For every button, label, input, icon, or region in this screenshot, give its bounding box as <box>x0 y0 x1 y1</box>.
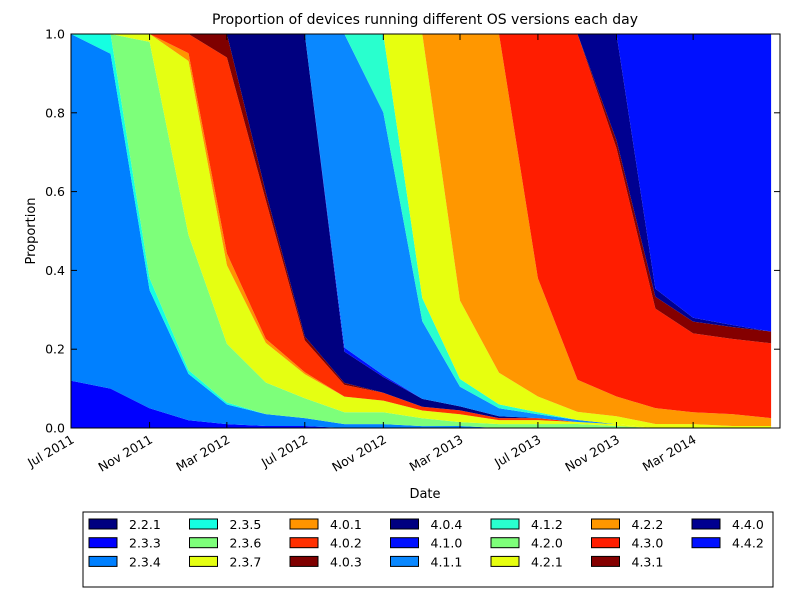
y-tick-label: 0.2 <box>45 342 65 357</box>
area-series-4-1-1 <box>71 34 772 428</box>
legend-label: 4.2.1 <box>531 554 563 569</box>
legend-swatch <box>88 555 118 567</box>
legend-label: 2.3.7 <box>230 554 262 569</box>
legend-item: 4.4.0 <box>691 517 764 532</box>
area-series-2-3-4 <box>71 34 772 428</box>
legend-label: 4.3.1 <box>632 554 664 569</box>
plot-frame <box>70 33 781 429</box>
legend-label: 4.1.0 <box>431 536 463 551</box>
legend-item: 4.0.4 <box>390 517 463 532</box>
legend-swatch <box>390 555 419 567</box>
legend-swatch <box>490 555 520 567</box>
x-tick-label: Jul 2011 <box>24 432 76 471</box>
legend-item: 4.0.1 <box>289 517 362 532</box>
legend-label: 2.3.3 <box>129 536 161 551</box>
legend-swatch <box>691 537 721 549</box>
legend-swatch <box>390 537 419 549</box>
y-axis-ticks: 0.0 0.2 0.4 0.6 0.8 1.0 <box>45 27 780 436</box>
legend-label: 4.0.4 <box>431 517 463 532</box>
legend-label: 4.0.3 <box>330 554 362 569</box>
legend-swatch <box>88 537 118 549</box>
legend-swatch <box>289 518 319 530</box>
legend-item: 2.3.4 <box>88 554 161 569</box>
legend-swatch <box>189 537 218 549</box>
legend-swatch <box>490 518 520 530</box>
legend-label: 4.4.2 <box>732 536 764 551</box>
legend-item: 2.3.7 <box>189 554 262 569</box>
legend-swatch <box>591 555 620 567</box>
area-series-4-4-2 <box>71 34 772 332</box>
area-series-2-3-3 <box>71 380 772 428</box>
legend-swatch <box>289 555 319 567</box>
legend-label: 4.2.0 <box>531 536 563 551</box>
x-tick-label: Mar 2014 <box>640 432 699 475</box>
legend-swatch <box>390 518 419 530</box>
legend-swatch <box>189 518 218 530</box>
area-series-4-3-0 <box>71 34 772 419</box>
legend-swatch <box>490 537 520 549</box>
x-axis-label: Date <box>409 487 440 502</box>
x-tick-label: Mar 2013 <box>407 432 466 475</box>
y-tick-label: 0.6 <box>45 184 65 199</box>
legend-item: 2.3.5 <box>189 517 262 532</box>
x-tick-label: Nov 2011 <box>95 432 155 475</box>
legend-swatch <box>691 518 721 530</box>
area-series-2-3-6 <box>71 34 772 428</box>
legend-item: 4.1.2 <box>490 517 563 532</box>
legend-item: 4.4.2 <box>691 536 764 551</box>
y-tick-label: 0.0 <box>45 421 65 436</box>
area-series-2-3-7 <box>71 34 772 428</box>
legend-label: 2.3.6 <box>230 536 262 551</box>
legend-swatch <box>88 518 118 530</box>
legend-item: 4.0.3 <box>289 554 362 569</box>
legend-label: 4.0.1 <box>330 517 362 532</box>
legend-label: 4.4.0 <box>732 517 764 532</box>
legend-box <box>82 511 774 588</box>
area-series-4-2-1 <box>71 34 772 428</box>
legend-label: 2.3.5 <box>230 517 262 532</box>
legend-item: 2.3.6 <box>189 536 262 551</box>
x-tick-label: Nov 2012 <box>329 432 389 475</box>
area-series-4-0-2 <box>71 34 772 428</box>
x-tick-label: Mar 2012 <box>173 432 232 475</box>
legend-item: 4.1.1 <box>390 554 463 569</box>
y-tick-label: 0.8 <box>45 105 65 120</box>
legend-item: 4.3.1 <box>591 554 664 569</box>
y-axis-label: Proportion <box>24 197 39 264</box>
legend-swatch <box>189 555 218 567</box>
legend-item: 4.3.0 <box>591 536 664 551</box>
legend-label: 4.1.1 <box>431 554 463 569</box>
y-tick-label: 1.0 <box>45 27 65 42</box>
legend-item: 4.2.1 <box>490 554 563 569</box>
legend-swatch <box>289 537 319 549</box>
legend-item: 4.2.2 <box>591 517 664 532</box>
x-tick-label: Jul 2013 <box>491 432 543 471</box>
legend: 2.2.1 2.3.3 2.3.4 2.3.5 2.3.6 2.3.7 4.0.1 4.0.2… <box>82 511 774 588</box>
legend-label: 4.2.2 <box>632 517 664 532</box>
legend-item: 4.2.0 <box>490 536 563 551</box>
legend-label: 2.3.4 <box>129 554 161 569</box>
legend-swatch <box>591 518 620 530</box>
x-tick-label: Jul 2012 <box>258 432 310 471</box>
legend-label: 4.0.2 <box>330 536 362 551</box>
legend-label: 4.3.0 <box>632 536 664 551</box>
y-tick-label: 0.4 <box>45 263 65 278</box>
legend-item: 4.0.2 <box>289 536 362 551</box>
legend-swatch <box>591 537 620 549</box>
legend-label: 2.2.1 <box>129 517 161 532</box>
area-series-4-4-0 <box>71 34 772 332</box>
plot-area <box>71 34 772 428</box>
legend-item: 4.1.0 <box>390 536 463 551</box>
chart-title: Proportion of devices running different … <box>212 12 638 28</box>
x-tick-label: Nov 2013 <box>562 432 622 475</box>
legend-item: 2.2.1 <box>88 517 161 532</box>
legend-label: 4.1.2 <box>531 517 563 532</box>
legend-item: 2.3.3 <box>88 536 161 551</box>
